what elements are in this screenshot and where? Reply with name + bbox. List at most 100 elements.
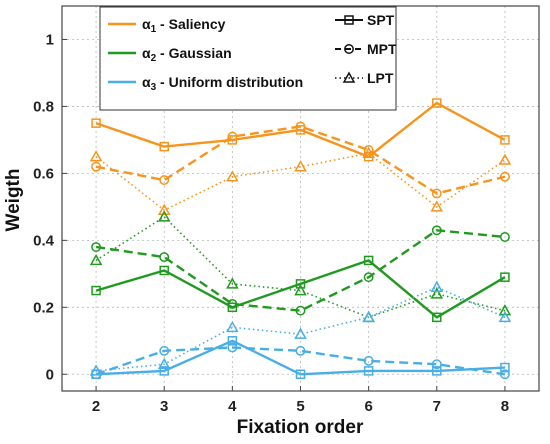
data-point (430, 280, 444, 292)
legend-style-marker (344, 44, 354, 54)
data-point (431, 225, 442, 236)
series-saliency-mpt (91, 121, 510, 199)
data-point (362, 146, 375, 159)
data-point (91, 161, 102, 172)
data-point (500, 362, 510, 373)
series-gaussian-mpt (91, 225, 510, 316)
data-point (295, 121, 306, 132)
legend-label-saliency: α1 - Saliency (142, 16, 226, 35)
legend-label-uniform: α3 - Uniform distribution (142, 74, 303, 93)
data-point (159, 265, 169, 276)
data-point (227, 302, 238, 313)
legend-style-spt: SPT (335, 12, 395, 28)
data-point (294, 160, 307, 172)
data-point (363, 366, 374, 376)
data-point (430, 200, 444, 212)
series-line (95, 101, 506, 158)
series-line (95, 346, 506, 376)
series-saliency-lpt (89, 146, 512, 215)
series-line (96, 339, 505, 376)
grid-lines (62, 6, 539, 391)
data-point (363, 145, 374, 155)
y-tick-label: 0.4 (33, 232, 55, 249)
data-point (157, 210, 171, 222)
data-point (91, 285, 101, 296)
legend-style-label: MPT (367, 41, 397, 57)
x-tick-label: 2 (92, 398, 100, 415)
legend-style-marker (344, 15, 354, 25)
data-point (89, 253, 103, 266)
y-tick-label: 1 (46, 31, 54, 48)
y-tick-label: 0.2 (33, 299, 54, 316)
data-point (498, 310, 512, 323)
data-point (159, 345, 170, 356)
data-point (363, 255, 374, 266)
legend: α1 - Saliency α2 - Gaussian α3 - Uniform d… (99, 6, 397, 111)
data-point (157, 203, 171, 215)
data-point (159, 252, 170, 263)
legend-style-marker (342, 71, 356, 83)
x-tick-label: 5 (296, 398, 304, 415)
data-point (432, 366, 442, 376)
legend-style-label: LPT (367, 70, 394, 86)
x-tick-label: 4 (228, 398, 237, 415)
x-tick-label: 7 (433, 398, 441, 415)
data-point (227, 299, 238, 309)
series-line (95, 259, 506, 319)
data-point (431, 188, 442, 199)
data-point (157, 357, 171, 369)
data-point (227, 131, 238, 142)
y-tick-label: 0 (46, 366, 54, 383)
data-point (430, 287, 444, 299)
data-point (499, 369, 510, 380)
legend-style-label: SPT (367, 12, 395, 28)
series-layer (89, 98, 512, 380)
data-point (226, 170, 239, 182)
x-tick-label: 3 (160, 398, 168, 415)
series-saliency-spt (91, 98, 510, 162)
data-point (89, 364, 103, 376)
x-tick-label: 8 (501, 398, 509, 415)
y-tick-label: 0.6 (33, 165, 54, 182)
data-point (500, 135, 510, 145)
data-point (499, 232, 510, 242)
series-line (95, 152, 506, 211)
data-point (226, 320, 239, 333)
x-axis-title: Fixation order (237, 417, 364, 438)
series-uniform-lpt (89, 280, 512, 376)
series-line (95, 125, 506, 195)
y-axis-title: Weigth (3, 169, 24, 232)
legend-label-gaussian: α2 - Gaussian (142, 45, 232, 64)
data-point (159, 175, 170, 186)
series-gaussian-spt (91, 255, 510, 323)
data-point (91, 118, 101, 128)
data-point (89, 150, 103, 162)
data-point (499, 171, 510, 182)
series-uniform-spt (91, 336, 510, 380)
data-point (295, 345, 306, 356)
data-point (295, 369, 306, 380)
legend-style-mpt: MPT (335, 41, 397, 57)
legend-style-lpt: LPT (335, 70, 394, 86)
data-point (432, 312, 442, 323)
data-point (295, 279, 306, 289)
series-line (95, 229, 506, 312)
axis-ticks: 0 0.2 0.4 0.6 0.8 1 2 3 4 5 6 7 8 (33, 31, 509, 415)
data-point (159, 366, 169, 376)
data-point (498, 304, 512, 316)
x-tick-label: 6 (364, 398, 372, 415)
data-point (363, 272, 374, 283)
data-point (432, 98, 442, 108)
data-point (159, 141, 169, 152)
data-point (363, 355, 374, 366)
data-point (294, 284, 307, 296)
data-point (294, 327, 307, 339)
data-point (500, 272, 510, 282)
data-point (226, 277, 239, 289)
data-point (227, 336, 238, 346)
data-point (362, 310, 375, 323)
y-tick-label: 0.8 (33, 98, 54, 115)
series-line (96, 286, 506, 372)
data-point (91, 242, 102, 252)
